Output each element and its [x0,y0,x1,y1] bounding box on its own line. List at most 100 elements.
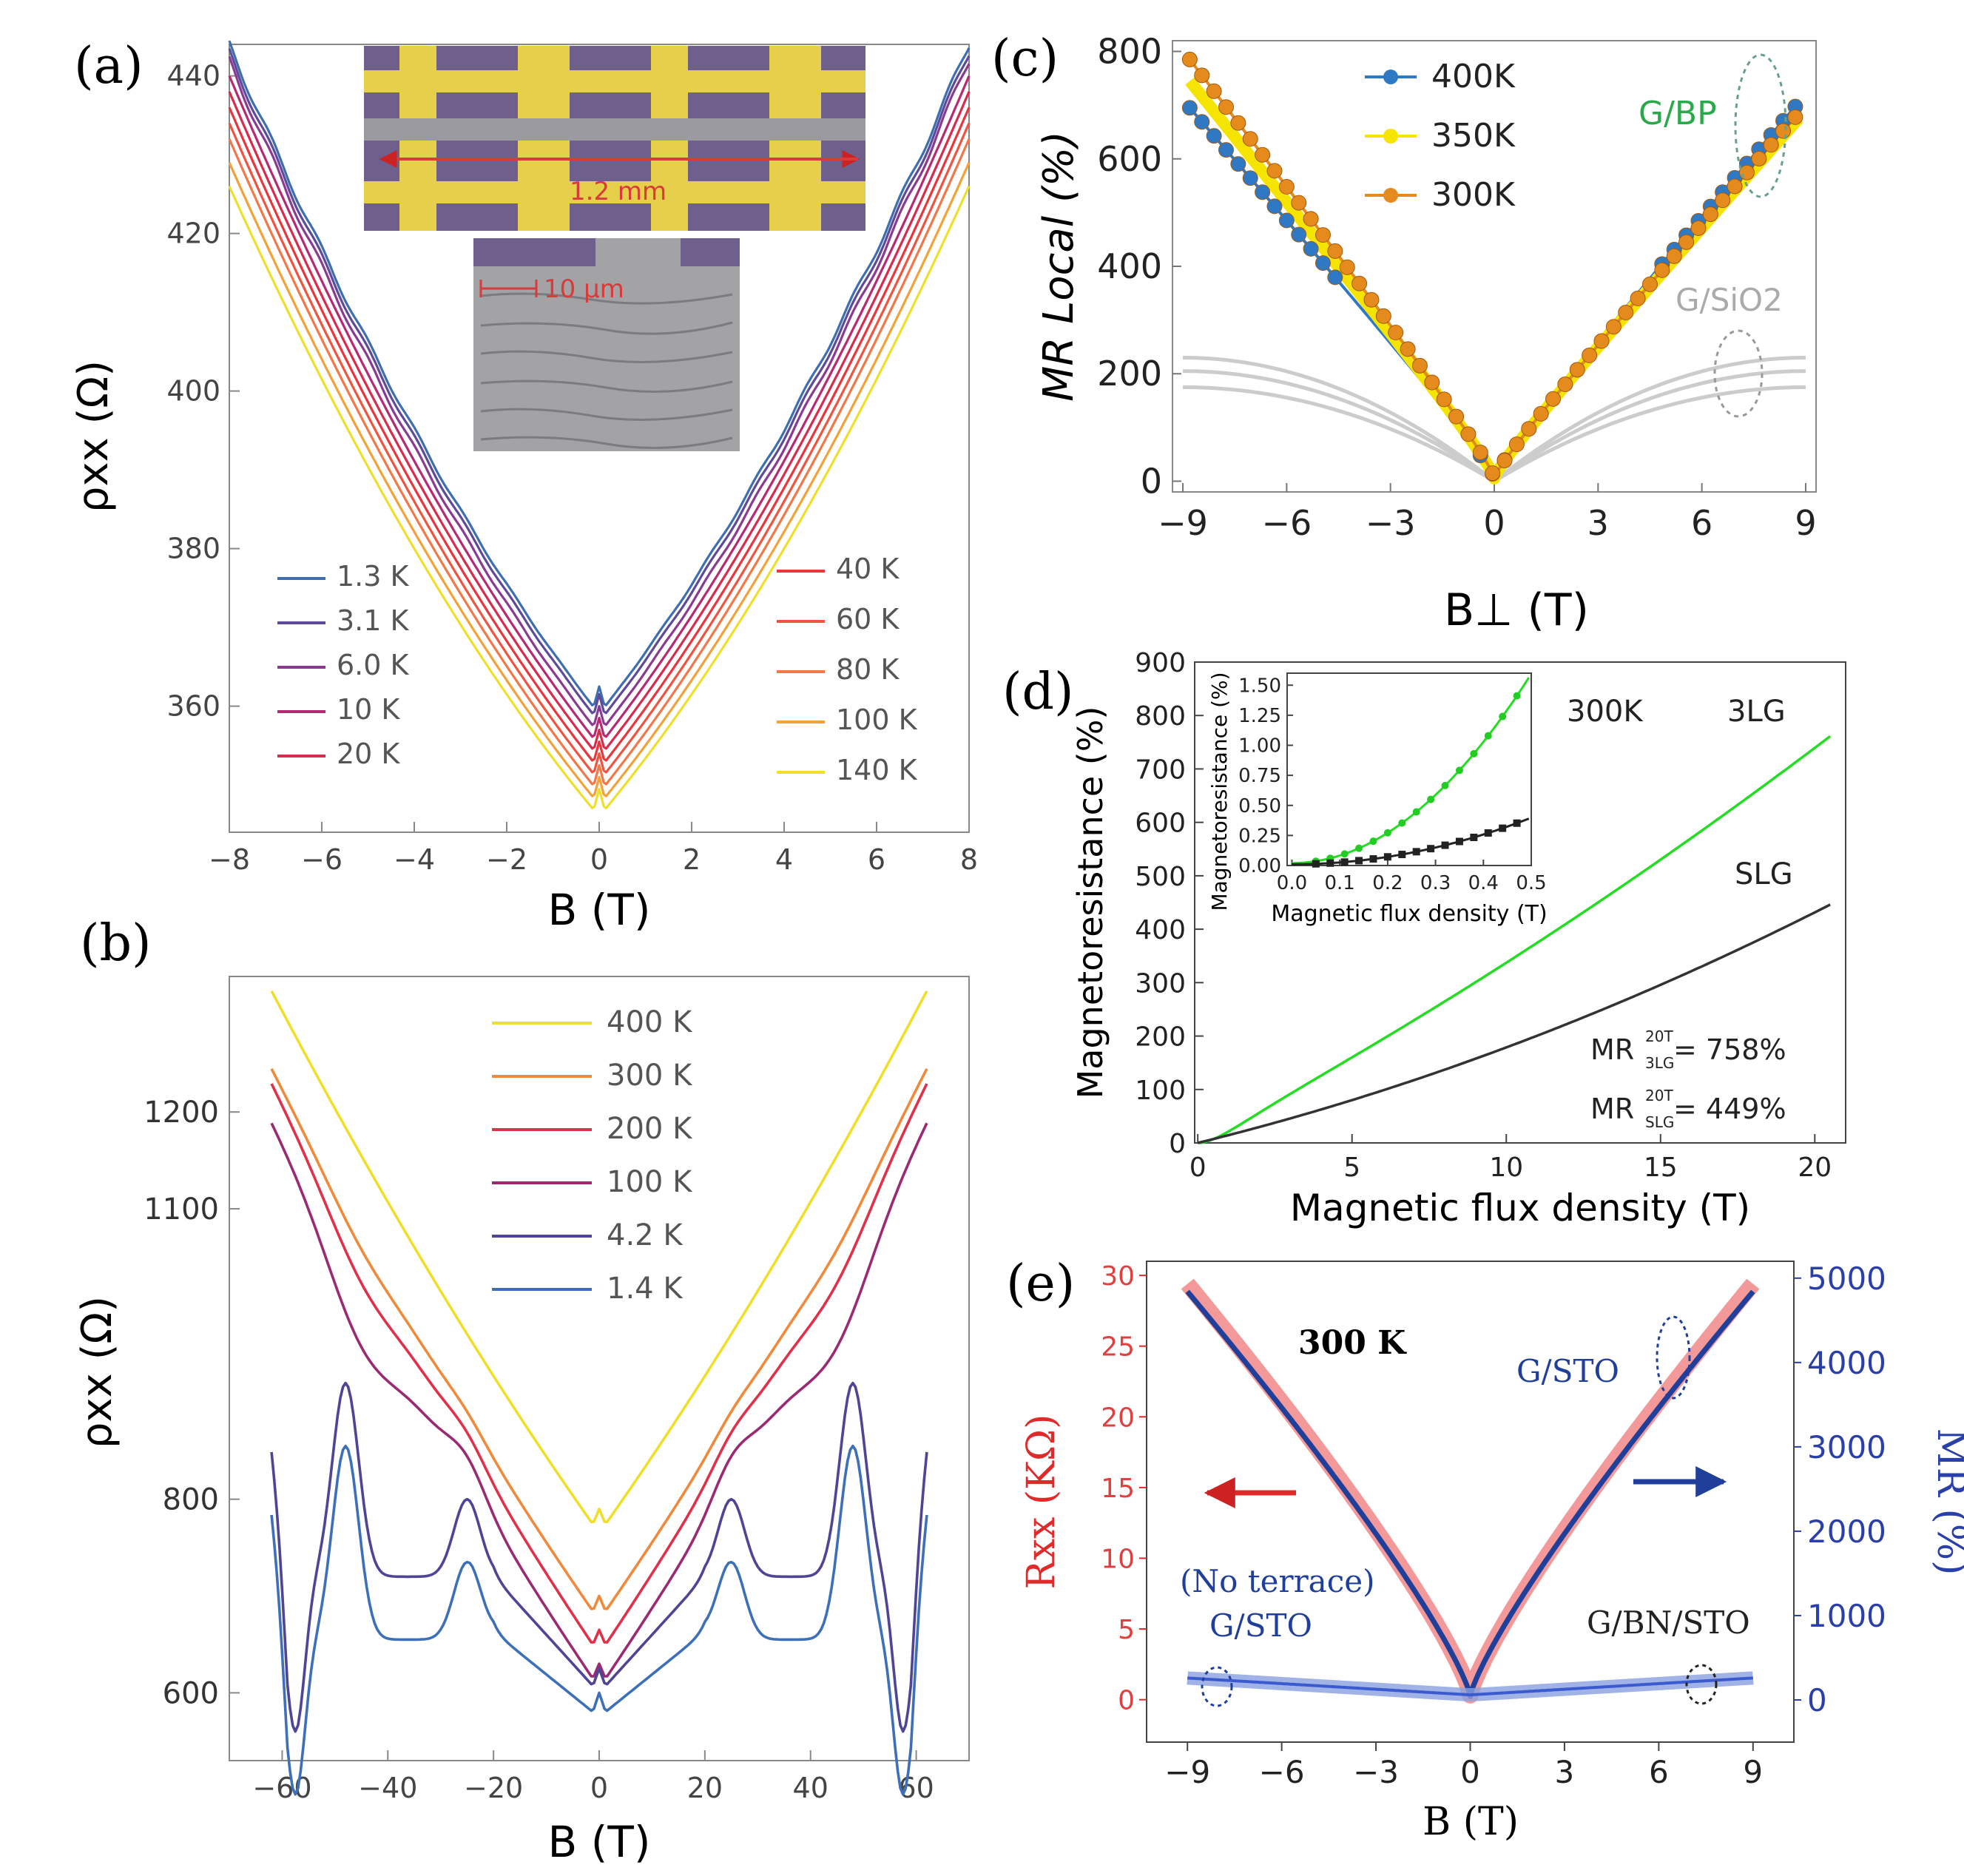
data-point-300K [1303,211,1319,227]
x-tick-label: 2 [683,843,701,876]
series-line-200K [270,1083,928,1644]
data-point-300K [1363,291,1380,308]
legend-marker [1383,188,1398,203]
data-point-300K [1278,178,1295,195]
series-line-31K [228,48,971,715]
x-tick-label: −8 [209,843,250,876]
data-point-300K [1339,259,1355,275]
data-point-400K [1194,114,1210,130]
inset-point-SLG [1412,848,1420,856]
panel-e-label: (e) [1006,1255,1075,1313]
legend-label: 10 K [337,693,400,726]
data-point-300K [1194,67,1210,84]
x-axis-label: Magnetic flux density (T) [1290,1187,1750,1229]
plot-frame [1172,40,1817,493]
x-tick-label: 0 [1189,1153,1207,1183]
data-point-300K [1266,163,1283,179]
y-tick-label: 380 [166,533,220,565]
annotation-slg: SLG [1735,857,1793,891]
y-right-tick-label: 3000 [1807,1429,1886,1465]
y-left-tick-label: 10 [1101,1544,1135,1574]
y-tick-label: 1100 [144,1192,219,1227]
series-line-3LG [1198,735,1832,1144]
data-point-300K [1569,362,1585,378]
data-point-300K [1666,248,1682,264]
inset-point-SLG [1369,855,1377,863]
y-right-tick-label: 1000 [1807,1598,1886,1634]
data-point-400K [1255,184,1271,200]
inset-point-SLG [1455,837,1463,846]
inset-point-SLG [1326,859,1334,867]
data-point-300K [1751,150,1767,166]
data-point-400K [1242,170,1258,186]
data-point-300K [1521,421,1537,437]
x-axis-label: B (T) [548,885,651,935]
legend-marker [1383,70,1398,84]
series-line-40K [228,107,971,762]
zoom-scale-label: 10 μm [544,274,624,304]
x-tick-label: 8 [960,843,978,876]
x-tick-label: 0 [1483,503,1505,543]
y-left-tick-label: 25 [1101,1332,1135,1363]
gsio2-highlight [1713,329,1764,418]
y-tick-label: 400 [1135,915,1186,945]
data-point-300K [1654,262,1670,278]
y-axis-label: MR Local (%) [1035,131,1083,402]
legend-label: 100 K [836,704,918,736]
x-tick-label: 20 [1798,1153,1832,1183]
inset-point-3LG [1499,712,1507,721]
data-point-300K [1242,131,1258,147]
x-tick-label: 20 [687,1772,723,1804]
x-tick-label: −6 [1259,1754,1305,1790]
legend-label: 1.3 K [337,560,410,593]
x-tick-label: 6 [1691,503,1712,543]
data-point-400K [1218,142,1234,158]
x-tick-label: −40 [358,1772,417,1804]
data-point-300K [1485,465,1501,482]
scale-label: 1.2 mm [570,177,667,206]
plot-frame [1194,661,1846,1144]
inset-point-SLG [1355,857,1363,865]
legend-label: 300 K [607,1059,693,1093]
series-line-100K [270,1122,928,1678]
y-axis-left-label: Rxx (KΩ) [1019,1414,1064,1590]
inset-point-SLG [1398,851,1406,859]
inset-y-tick-label: 1.50 [1238,675,1281,697]
svg-text:MR: MR [1590,1033,1634,1066]
panel-e: (e) −9 −6 −3 0 3 6 9 0 5 10 15 20 25 30 0 1000 2000 3000 4… [1006,1255,1964,1844]
inset-point-SLG [1383,853,1391,861]
inset-y-tick-label: 1.25 [1238,705,1281,727]
inset-point-SLG [1484,829,1492,837]
data-point-300K [1582,347,1598,363]
data-point-300K [1230,115,1246,131]
series-line-60K [228,55,971,726]
inset-point-3LG [1398,819,1406,827]
y-tick-label: 900 [1135,648,1186,678]
y-tick-label: 1200 [144,1096,219,1130]
inset-y-tick-label: 0.50 [1238,795,1281,817]
inset-point-SLG [1427,845,1435,853]
y-tick-label: 800 [1097,32,1162,72]
panel-c-label: (c) [991,30,1059,88]
series-line-300K [270,1067,928,1610]
plot-frame [1146,1261,1795,1743]
series-line-GBNSTO-MR-core [1187,1676,1753,1697]
data-point-300K [1557,376,1573,392]
data-point-300K [1388,325,1404,341]
inset-x-tick-label: 0.5 [1516,872,1546,894]
annotation-gsto2: G/STO [1209,1607,1312,1644]
legend-label: 40 K [836,553,900,585]
legend-label: 4.2 K [607,1218,684,1252]
x-tick-label: −6 [1261,503,1312,543]
sio2-reference-line-2 [1183,356,1806,483]
svg-text:SLG: SLG [1645,1113,1674,1131]
inset-point-3LG [1355,844,1363,852]
inset-x-tick-label: 0.0 [1277,872,1307,894]
inset-y-tick-label: 0.00 [1238,855,1281,877]
gsto-highlight [1656,1315,1691,1400]
data-point-300K [1702,206,1718,223]
data-point-300K [1641,276,1658,292]
y-tick-label: 400 [1097,246,1162,286]
gsto-notch-highlight [1201,1666,1233,1707]
